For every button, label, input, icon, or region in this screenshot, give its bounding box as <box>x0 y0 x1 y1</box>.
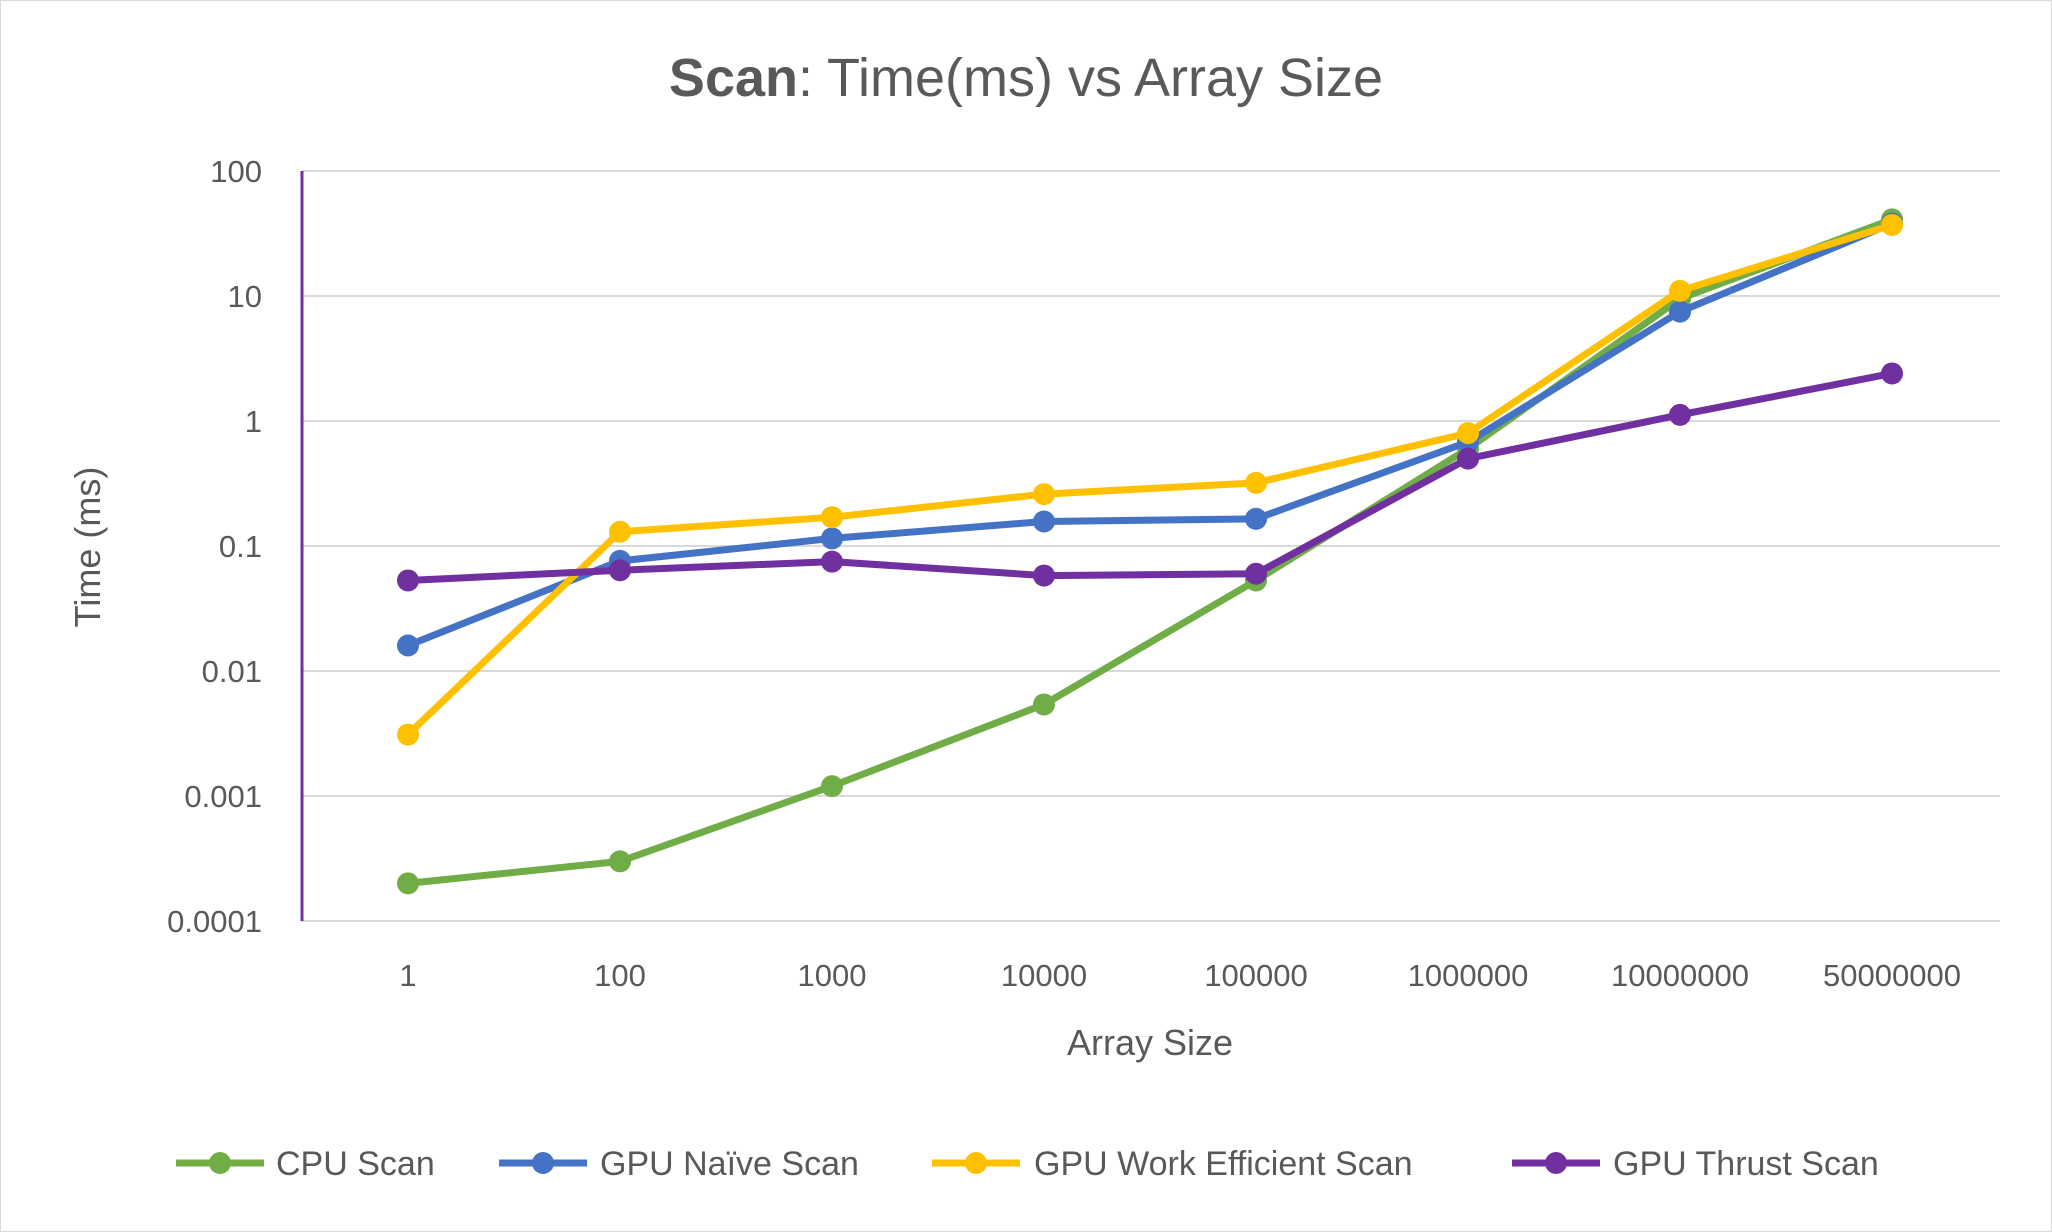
data-point <box>397 723 419 746</box>
series-group <box>397 208 1903 895</box>
series-line <box>404 220 1896 649</box>
x-tick-label: 50000000 <box>1823 958 1961 993</box>
x-axis-title: Array Size <box>1067 1022 1233 1063</box>
legend-label: GPU Thrust Scan <box>1613 1145 1879 1183</box>
legend: CPU Scan GPU Naïve Scan GPU Work Efficient… <box>176 1145 1879 1183</box>
data-point <box>1457 422 1479 445</box>
chart-title-bold: Scan <box>669 48 798 108</box>
data-point <box>609 559 631 582</box>
x-tick-label: 1 <box>399 958 416 993</box>
x-tick-label: 1000 <box>798 958 867 993</box>
y-tick-label: 1 <box>245 404 262 439</box>
data-point <box>1245 471 1267 494</box>
data-point <box>397 569 419 592</box>
y-tick-label: 0.1 <box>219 529 262 564</box>
x-tick-label: 10000 <box>1001 958 1087 993</box>
y-tick-label: 0.01 <box>202 654 262 689</box>
legend-item: GPU Naïve Scan <box>499 1145 859 1183</box>
data-point <box>821 506 843 529</box>
series-3 <box>397 362 1903 592</box>
data-point <box>1457 447 1479 470</box>
x-tick-label: 100000 <box>1204 958 1307 993</box>
chart-title: Scan: Time(ms) vs Array Size <box>669 48 1383 108</box>
data-point <box>609 520 631 543</box>
x-tick-labels: 1 100 1000 10000 100000 1000000 10000000 500000… <box>399 958 1961 993</box>
legend-item: CPU Scan <box>176 1145 435 1183</box>
series-line <box>404 221 1896 739</box>
data-point <box>821 775 843 798</box>
legend-swatch-marker <box>965 1152 987 1174</box>
data-point <box>1881 213 1903 236</box>
x-tick-label: 1000000 <box>1408 958 1529 993</box>
data-point <box>1033 483 1055 506</box>
legend-swatch-marker <box>209 1152 231 1174</box>
data-point <box>397 872 419 895</box>
data-point <box>1033 693 1055 716</box>
y-tick-label: 0.0001 <box>167 904 262 939</box>
data-point <box>1669 403 1691 426</box>
data-point <box>1033 564 1055 587</box>
data-point <box>821 550 843 573</box>
legend-item: GPU Work Efficient Scan <box>932 1145 1413 1183</box>
data-point <box>1245 562 1267 585</box>
data-point <box>1245 507 1267 530</box>
series-line <box>404 215 1896 887</box>
data-point <box>1669 300 1691 323</box>
y-axis-title: Time (ms) <box>67 467 108 628</box>
chart-title-rest: : Time(ms) vs Array Size <box>798 48 1383 108</box>
legend-swatch-marker <box>1545 1152 1567 1174</box>
x-tick-label: 10000000 <box>1611 958 1749 993</box>
series-1 <box>397 212 1903 657</box>
y-tick-label: 10 <box>228 279 262 314</box>
legend-label: CPU Scan <box>276 1145 435 1183</box>
y-tick-labels: 0.0001 0.001 0.01 0.1 1 10 100 <box>167 154 262 939</box>
y-tick-label: 0.001 <box>184 779 262 814</box>
data-point <box>397 634 419 657</box>
data-point <box>1881 362 1903 385</box>
x-tick-label: 100 <box>594 958 646 993</box>
legend-label: GPU Work Efficient Scan <box>1034 1145 1413 1183</box>
y-tick-label: 100 <box>210 154 262 189</box>
data-point <box>1033 510 1055 533</box>
legend-item: GPU Thrust Scan <box>1512 1145 1879 1183</box>
legend-swatch-marker <box>532 1152 554 1174</box>
series-2 <box>397 213 1903 746</box>
data-point <box>609 850 631 873</box>
legend-label: GPU Naïve Scan <box>600 1145 859 1183</box>
series-line <box>404 369 1896 584</box>
data-point <box>1669 279 1691 302</box>
data-point <box>821 527 843 550</box>
